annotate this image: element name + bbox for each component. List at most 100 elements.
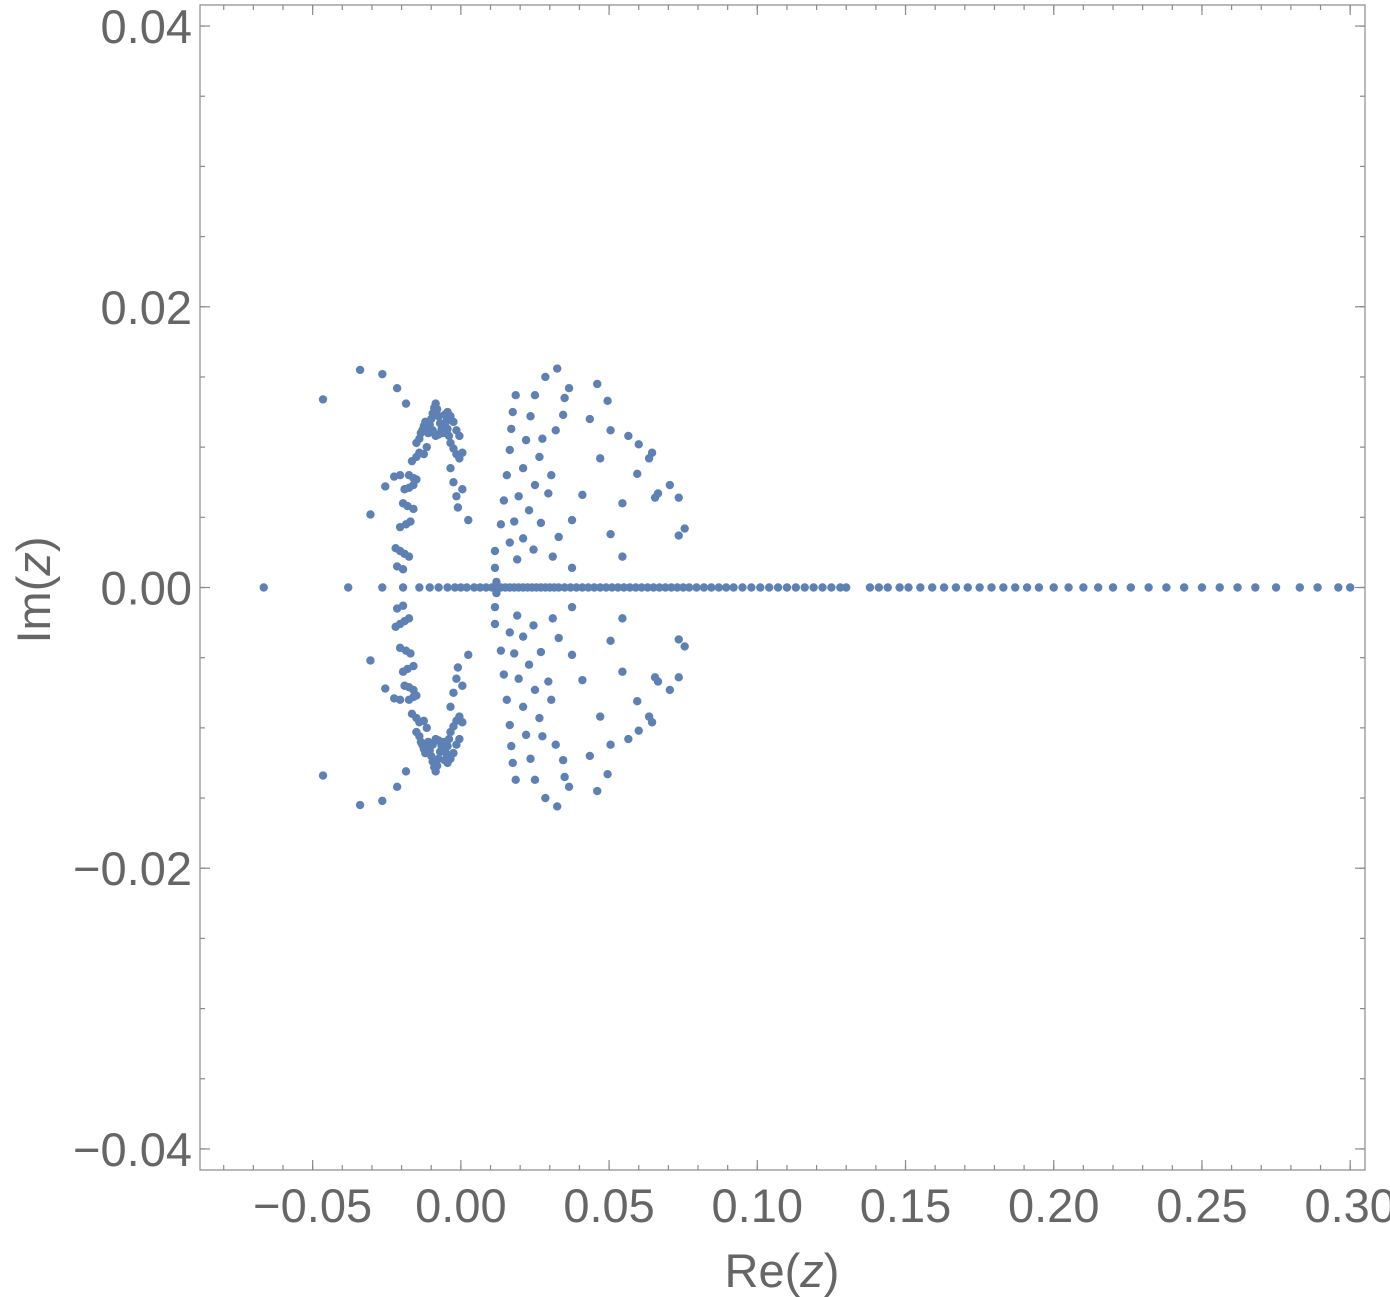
data-point	[836, 583, 845, 592]
data-point	[643, 583, 652, 592]
data-point	[505, 628, 514, 637]
data-point	[618, 499, 627, 508]
data-point	[567, 602, 577, 612]
data-point	[1233, 583, 1242, 592]
data-point	[458, 485, 467, 494]
data-point	[895, 583, 904, 592]
data-point	[496, 646, 506, 655]
data-point	[624, 431, 633, 441]
data-point	[432, 405, 442, 414]
data-point	[415, 583, 424, 592]
data-point	[449, 688, 458, 697]
data-point	[409, 504, 418, 514]
data-point	[650, 493, 660, 502]
data-point	[318, 771, 328, 780]
x-tick-label: −0.05	[253, 1179, 372, 1232]
data-point	[738, 583, 747, 592]
data-point	[674, 673, 683, 682]
data-point	[585, 414, 595, 424]
data-point	[551, 740, 560, 749]
x-tick-label: 0.10	[712, 1179, 803, 1232]
data-point	[721, 583, 731, 592]
data-point	[450, 583, 460, 592]
data-point	[634, 440, 643, 449]
data-point	[655, 583, 664, 592]
data-point	[355, 800, 365, 810]
data-point	[595, 712, 605, 721]
data-point	[665, 685, 675, 695]
data-point	[462, 583, 471, 592]
y-tick-label: −0.04	[73, 1123, 192, 1176]
data-point	[987, 583, 996, 592]
data-point	[502, 471, 512, 480]
data-point	[1126, 583, 1136, 592]
data-point	[538, 434, 547, 443]
x-tick-label: 0.00	[415, 1179, 506, 1232]
data-point	[578, 675, 587, 685]
data-point	[518, 632, 528, 641]
data-point	[1179, 583, 1189, 592]
data-point	[678, 583, 688, 592]
data-point	[1034, 583, 1044, 592]
data-point	[510, 649, 519, 658]
data-point	[603, 769, 612, 779]
data-point	[680, 524, 689, 533]
data-point	[692, 583, 701, 592]
data-point	[490, 563, 500, 573]
data-point	[514, 674, 523, 683]
data-point	[1215, 583, 1224, 592]
data-point	[558, 755, 568, 765]
data-point	[530, 685, 540, 695]
data-point	[505, 445, 514, 455]
data-point	[453, 503, 463, 512]
data-point	[544, 677, 553, 686]
data-point	[392, 782, 402, 792]
data-point	[572, 583, 581, 592]
data-point	[508, 407, 517, 417]
data-point	[613, 583, 623, 592]
data-point	[618, 667, 627, 676]
data-point	[518, 702, 528, 712]
data-point	[904, 583, 913, 592]
data-point	[510, 517, 519, 526]
data-point	[1334, 583, 1343, 592]
data-point	[318, 395, 328, 404]
data-point	[699, 583, 709, 592]
data-point	[578, 583, 587, 592]
data-point	[558, 410, 568, 420]
data-point	[1345, 583, 1355, 592]
data-point	[606, 426, 615, 435]
data-point	[707, 583, 716, 592]
data-point	[443, 583, 452, 592]
data-point	[366, 656, 375, 665]
data-point	[618, 614, 627, 623]
data-point	[458, 448, 467, 457]
data-point	[554, 532, 563, 542]
data-point	[1162, 583, 1171, 592]
axis-ticks	[200, 5, 1365, 1170]
data-point	[432, 761, 442, 770]
data-point	[554, 633, 563, 643]
data-point	[437, 424, 446, 434]
x-tick-label: 0.20	[1008, 1179, 1099, 1232]
data-point	[521, 730, 531, 740]
data-point	[551, 426, 560, 435]
data-points	[259, 364, 1355, 811]
data-point	[464, 650, 473, 660]
data-point	[865, 583, 875, 592]
data-point	[490, 546, 500, 556]
data-point	[508, 758, 517, 768]
data-point	[951, 583, 961, 592]
data-point	[470, 583, 479, 592]
y-axis-title: Im(z)	[7, 536, 60, 643]
data-point	[419, 716, 429, 726]
data-point	[530, 391, 540, 400]
data-point	[452, 492, 461, 501]
data-point	[538, 732, 547, 741]
data-point	[529, 545, 538, 554]
data-point	[541, 372, 550, 382]
data-point	[827, 583, 836, 592]
data-point	[449, 478, 458, 487]
data-point	[624, 734, 633, 744]
data-point	[625, 583, 635, 592]
